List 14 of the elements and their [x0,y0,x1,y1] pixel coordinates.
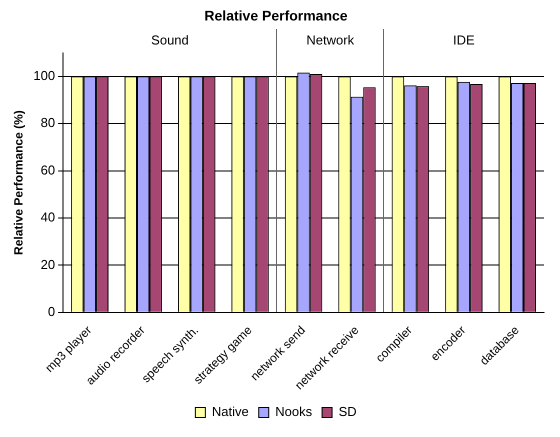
legend-label: Native [212,404,249,420]
chart-title: Relative Performance [204,7,348,24]
legend-label: SD [338,404,357,420]
y-tick-label: 20 [40,256,56,272]
y-axis-title: Relative Performance (%) [12,110,26,255]
y-tick-label: 60 [40,162,56,178]
text: IDE [453,32,476,48]
y-tick-label: 100 [33,68,56,83]
y-tick-label: 40 [40,210,56,225]
text: Network [306,32,355,48]
legend-label: Nooks [275,404,313,420]
y-tick-label: 80 [40,115,56,130]
y-tick-label: 0 [48,304,56,319]
text: Sound [151,32,189,48]
